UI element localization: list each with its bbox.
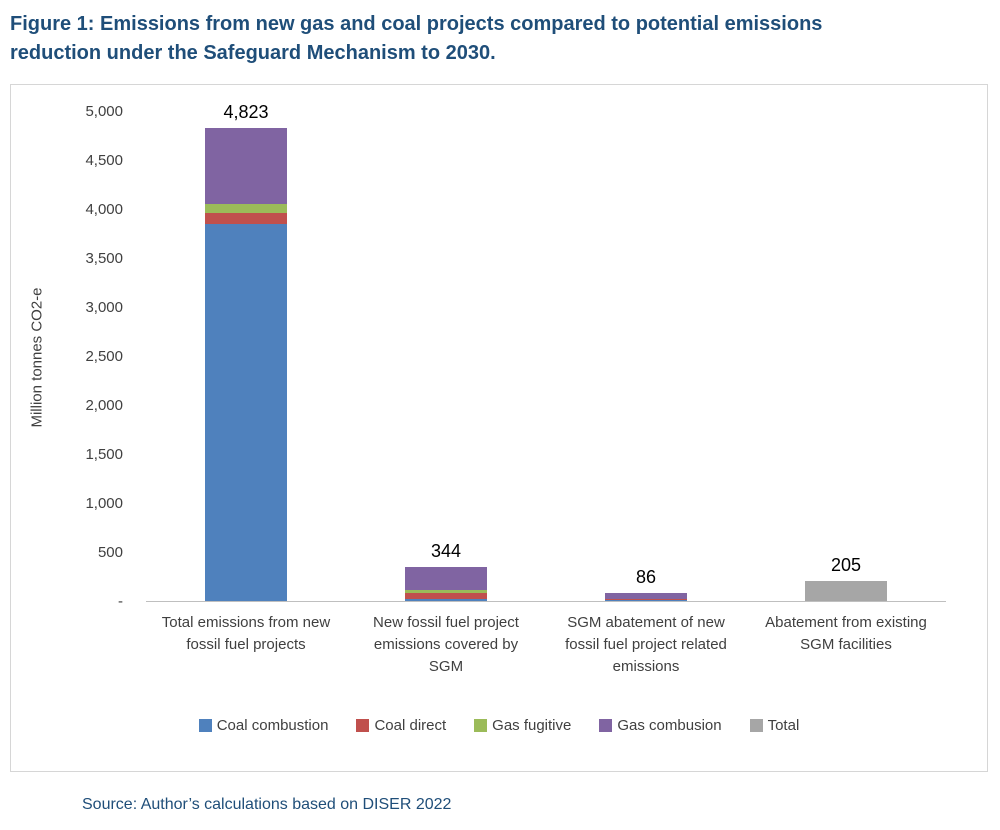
bar-segment-gas-fugitive: [205, 204, 287, 213]
y-axis-title-text: Million tonnes CO2-e: [28, 286, 46, 428]
figure-title: Figure 1: Emissions from new gas and coa…: [10, 13, 823, 64]
x-axis-category-label: SGM abatement of new fossil fuel project…: [565, 614, 727, 675]
legend-item-coal-direct: Coal direct: [356, 717, 446, 734]
bar-column: 344: [346, 112, 546, 601]
bar-segment-gas-combusion: [205, 128, 287, 205]
bar-segment-coal-combustion: [205, 223, 287, 601]
chart-container: Million tonnes CO2-e - 500 1,000 1,500 2,000…: [10, 84, 988, 772]
legend-label: Coal combustion: [216, 717, 329, 734]
y-tick-label: 3,000: [85, 299, 123, 316]
y-tick-label: 3,500: [85, 250, 123, 267]
legend-swatch-gas-combusion: [599, 719, 613, 732]
legend-label: Coal direct: [374, 717, 447, 734]
bar-segment-gas-fugitive: [405, 589, 487, 593]
bar-segment-coal-direct: [205, 212, 287, 224]
legend-swatch-gas-fugitive: [474, 719, 488, 732]
bar-segment-gas-combusion: [405, 567, 487, 590]
y-tick-label: 500: [97, 544, 123, 561]
stacked-bar: [605, 592, 687, 601]
y-tick-label: -: [118, 593, 123, 610]
x-axis-category-label: New fossil fuel project emissions covere…: [373, 614, 519, 675]
legend-swatch-total: [749, 719, 763, 732]
y-tick-label: 1,000: [85, 495, 123, 512]
legend-item-total: Total: [749, 717, 800, 734]
x-axis-category-label: Abatement from existing SGM facilities: [765, 614, 927, 653]
bar-segment-coal-direct: [405, 592, 487, 599]
bar-segment-gas-fugitive: [605, 598, 687, 600]
bar-segment-coal-combustion: [405, 598, 487, 601]
bar-segment-coal-combustion: [605, 600, 687, 601]
y-tick-label: 5,000: [85, 103, 123, 120]
y-tick-label: 2,500: [85, 348, 123, 365]
stacked-bar: [805, 580, 887, 601]
bar-column: 205: [746, 112, 946, 601]
bar-total-label: 344: [430, 541, 462, 562]
bar-column: 86: [546, 112, 746, 601]
source-note: Source: Author’s calculations based on D…: [82, 796, 452, 813]
legend: Coal combustion Coal direct Gas fugitive Ga…: [11, 717, 987, 734]
y-tick-label: 2,000: [85, 397, 123, 414]
stacked-bar: [205, 128, 287, 601]
bar-total-label: 86: [635, 566, 657, 587]
stacked-bar: [405, 567, 487, 601]
bar-segment-gas-combusion: [605, 592, 687, 599]
bar-segment-total: [805, 580, 887, 601]
bar-segment-coal-direct: [605, 599, 687, 601]
plot-area: 4,823 344 86 205: [146, 102, 946, 602]
legend-swatch-coal-combustion: [198, 719, 212, 732]
y-tick-label: 1,500: [85, 446, 123, 463]
x-axis-category-label: Total emissions from new fossil fuel pro…: [161, 614, 331, 653]
y-tick-label: 4,500: [85, 152, 123, 169]
legend-item-gas-combusion: Gas combusion: [599, 717, 722, 734]
legend-label: Total: [767, 717, 800, 734]
y-tick-label: 4,000: [85, 201, 123, 218]
legend-swatch-coal-direct: [356, 719, 370, 732]
legend-item-gas-fugitive: Gas fugitive: [474, 717, 571, 734]
y-axis-title: Million tonnes CO2-e: [25, 112, 49, 602]
bar-total-label: 4,823: [223, 102, 269, 123]
y-axis-ticks: - 500 1,000 1,500 2,000 2,500 3,000 3,500 4,000 4…: [51, 103, 123, 610]
bar-total-label: 205: [830, 554, 862, 575]
bar-column: 4,823: [146, 102, 346, 601]
legend-label: Gas fugitive: [492, 717, 572, 734]
legend-label: Gas combusion: [617, 717, 722, 734]
legend-item-coal-combustion: Coal combustion: [198, 717, 329, 734]
x-axis-labels: Total emissions from new fossil fuel pro…: [146, 612, 946, 677]
